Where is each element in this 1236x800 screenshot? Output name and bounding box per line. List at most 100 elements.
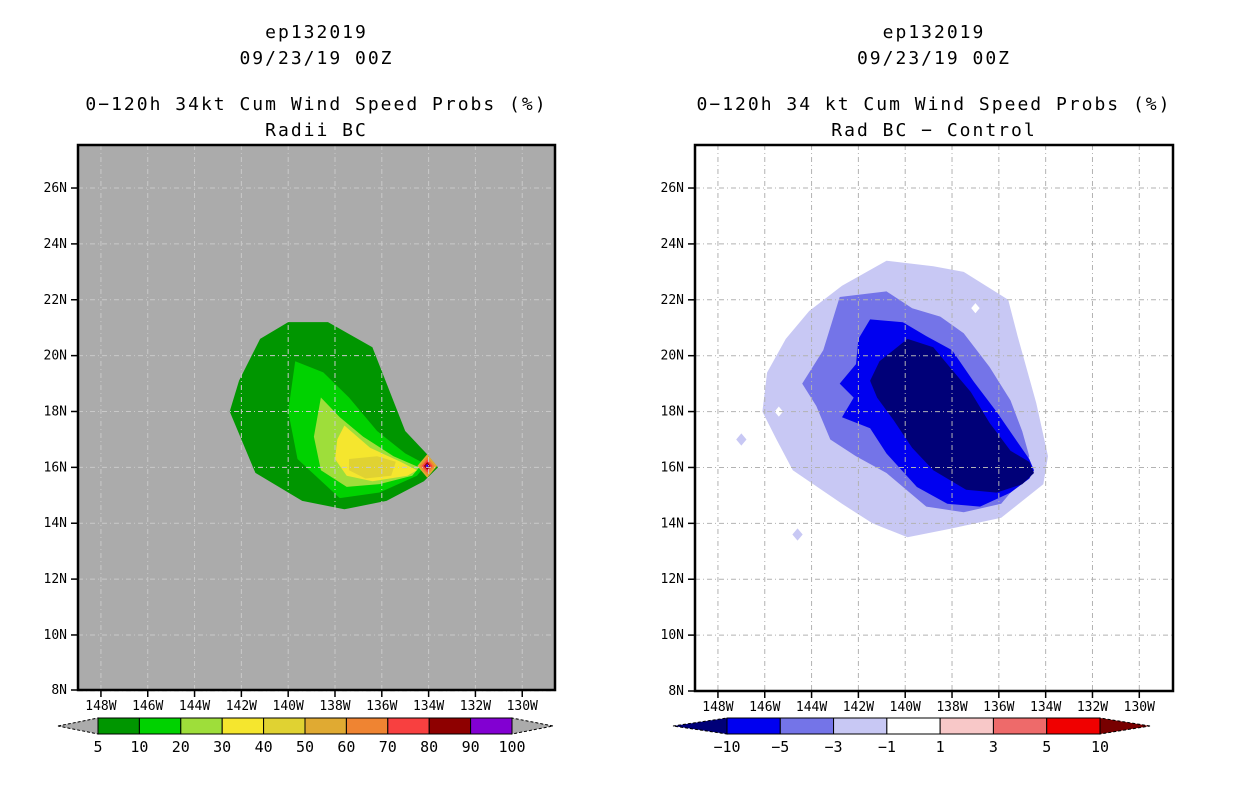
radii-bc-colorbar: 5 10 20 30 40 50 60 70 80 90 100	[57, 717, 554, 756]
axis-labels: 26N 24N 22N 20N 18N 16N 14N 12N 10N 8N 148W 146W 144…	[661, 181, 1156, 715]
lat-tick-label: 26N	[44, 181, 67, 196]
lon-tick-label: 136W	[366, 699, 397, 714]
contour-level-0	[971, 303, 980, 314]
lat-tick-label: 10N	[661, 628, 684, 643]
lat-tick-label: 14N	[44, 516, 67, 531]
contour-level-40	[349, 456, 396, 479]
lat-tick-label: 22N	[44, 293, 67, 308]
colorbar-tick-label: 20	[172, 738, 190, 756]
axis-labels: 26N 24N 22N 20N 18N 16N 14N 12N 10N 8N 148W 146W 144…	[44, 181, 539, 714]
left-init-time: 09/23/19 00Z	[239, 48, 394, 69]
lon-tick-label: 146W	[749, 700, 780, 715]
lon-tick-label: 134W	[413, 699, 444, 714]
lat-tick-label: 8N	[51, 683, 67, 698]
colorbar-segment	[263, 717, 306, 735]
lat-tick-label: 24N	[661, 237, 684, 252]
colorbar-tick-label: 50	[296, 738, 314, 756]
colorbar-segment	[221, 717, 265, 735]
lat-tick-label: 20N	[661, 349, 684, 364]
lon-tick-label: 144W	[179, 699, 210, 714]
colorbar-arrow-left	[672, 717, 728, 735]
colorbar-tick-label: −1	[878, 738, 896, 756]
lat-tick-label: 12N	[661, 572, 684, 587]
lat-tick-label: 22N	[661, 293, 684, 308]
right-plot-subtitle: Rad BC − Control	[831, 120, 1037, 141]
colorbar-arrow-right	[511, 717, 554, 735]
contour-level--1	[736, 433, 747, 446]
colorbar-tick-label: 3	[989, 738, 998, 756]
colorbar-tick-label: 100	[498, 738, 525, 756]
contour-fills	[229, 322, 438, 510]
map-border	[693, 143, 1175, 693]
lon-tick-label: 146W	[132, 699, 163, 714]
lon-tick-label: 138W	[319, 699, 350, 714]
lat-tick-label: 14N	[661, 516, 684, 531]
colorbar-segment	[345, 717, 389, 735]
lat-tick-label: 18N	[661, 405, 684, 420]
lon-tick-label: 140W	[890, 700, 921, 715]
lat-tick-label: 10N	[44, 628, 67, 643]
lon-tick-label: 142W	[226, 699, 257, 714]
lon-tick-label: 132W	[1077, 700, 1108, 715]
colorbar-tick-label: 10	[1091, 738, 1109, 756]
colorbar-segment	[726, 717, 781, 735]
lon-tick-label: 130W	[1124, 700, 1155, 715]
colorbar-segment	[992, 717, 1048, 735]
colorbar-tick-label: 70	[379, 738, 397, 756]
colorbar-arrow-right	[1099, 717, 1151, 735]
lon-tick-label: 148W	[702, 700, 733, 715]
colorbar-segment	[833, 717, 888, 735]
colorbar-tick-label: 60	[337, 738, 355, 756]
colorbar-tick-label: 1	[936, 738, 945, 756]
colorbar-tick-label: 30	[213, 738, 231, 756]
colorbar-tick-label: 5	[93, 738, 102, 756]
lon-tick-label: 142W	[843, 700, 874, 715]
colorbar-tick-label: −5	[771, 738, 789, 756]
lat-tick-label: 18N	[44, 404, 67, 419]
lon-tick-label: 130W	[507, 699, 538, 714]
lon-tick-label: 136W	[983, 700, 1014, 715]
lat-tick-label: 24N	[44, 237, 67, 252]
lat-tick-label: 16N	[44, 460, 67, 475]
rad-bc-minus-control-map: 26N 24N 22N 20N 18N 16N 14N 12N 10N 8N 148W 146W 144…	[661, 143, 1175, 715]
colorbar-tick-label: 90	[462, 738, 480, 756]
colorbar-segment	[97, 717, 140, 735]
lat-tick-label: 20N	[44, 349, 67, 364]
left-panel-header: ep132019 09/23/19 00Z 0−120h 34kt Cum Wi…	[78, 20, 555, 144]
lon-tick-label: 148W	[85, 699, 116, 714]
lon-tick-label: 132W	[460, 699, 491, 714]
right-storm-id: ep132019	[882, 22, 986, 43]
colorbar-segment	[138, 717, 182, 735]
lat-tick-label: 26N	[661, 181, 684, 196]
lon-tick-label: 144W	[796, 700, 827, 715]
axis-ticks	[71, 187, 523, 697]
colorbar-segment	[304, 717, 347, 735]
colorbar-tick-label: 80	[420, 738, 438, 756]
axis-ticks	[688, 187, 1141, 698]
lat-tick-label: 8N	[668, 684, 684, 699]
lat-tick-label: 12N	[44, 572, 67, 587]
colorbar-tick-label: 5	[1042, 738, 1051, 756]
lon-tick-label: 138W	[936, 700, 967, 715]
left-plot-title: 0−120h 34kt Cum Wind Speed Probs (%)	[85, 94, 548, 115]
colorbar-segment	[387, 717, 430, 735]
rad-bc-minus-control-colorbar: −10 −5 −3 −1 1 3 5 10	[672, 717, 1151, 756]
colorbar-segment	[939, 717, 994, 735]
right-panel-header: ep132019 09/23/19 00Z 0−120h 34 kt Cum W…	[695, 20, 1173, 144]
left-plot-subtitle: Radii BC	[265, 120, 368, 141]
colorbar-tick-label: 40	[255, 738, 273, 756]
map-border	[76, 143, 557, 692]
colorbar-segment	[180, 717, 223, 735]
colorbar-segment	[470, 717, 513, 735]
colorbar-segment	[428, 717, 472, 735]
lat-tick-label: 16N	[661, 460, 684, 475]
colorbar-segment	[886, 717, 941, 735]
colorbar-tick-label: −10	[713, 738, 740, 756]
contour-level-100	[426, 464, 429, 468]
colorbar-arrow-left	[57, 717, 99, 735]
lon-tick-label: 140W	[273, 699, 304, 714]
right-plot-title: 0−120h 34 kt Cum Wind Speed Probs (%)	[696, 94, 1172, 115]
right-init-time: 09/23/19 00Z	[856, 48, 1012, 69]
colorbar-segment	[779, 717, 835, 735]
grid-lines	[78, 145, 555, 692]
